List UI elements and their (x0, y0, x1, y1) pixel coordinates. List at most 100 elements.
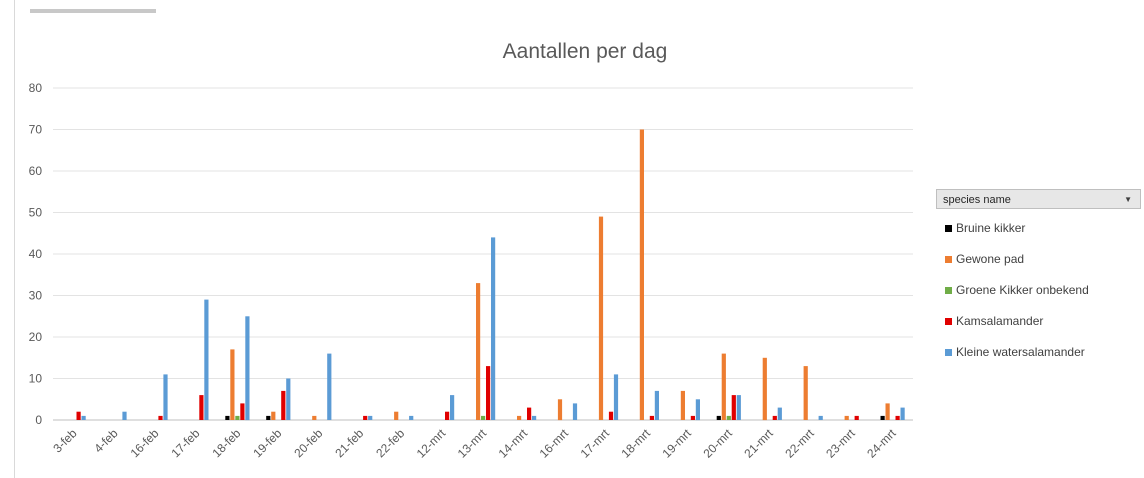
bar (76, 411, 81, 420)
bar (368, 415, 373, 420)
legend-swatch (945, 225, 952, 233)
bar (854, 415, 859, 420)
x-tick-label: 16-mrt (537, 426, 572, 461)
x-tick-label: 21-feb (332, 426, 366, 460)
legend-label: Gewone pad (956, 252, 1025, 266)
chart-title: Aantallen per dag (503, 40, 668, 63)
bar (613, 374, 619, 420)
bar (680, 390, 685, 420)
bar (517, 415, 522, 420)
x-tick-label: 18-mrt (619, 426, 654, 461)
legend-item: Bruine kikker (936, 209, 1141, 240)
bar (803, 366, 808, 420)
x-tick-label: 17-mrt (578, 426, 613, 461)
bar (736, 395, 741, 420)
y-tick-label: 80 (29, 81, 43, 95)
legend-label: Groene Kikker onbekend (956, 283, 1089, 297)
bar (772, 415, 777, 420)
bar (158, 415, 163, 420)
bar (818, 415, 823, 420)
bar (230, 349, 235, 420)
legend-item: Kamsalamander (936, 302, 1141, 333)
bar (450, 395, 455, 420)
y-tick-label: 20 (29, 330, 43, 344)
x-tick-label: 24-mrt (864, 426, 899, 461)
bar (199, 395, 204, 420)
y-axis-ticks: 0 10 20 30 40 50 60 70 80 (29, 81, 43, 427)
legend-swatch (945, 318, 952, 326)
frame-top-line (30, 9, 156, 13)
bars (76, 129, 905, 421)
bar (271, 411, 276, 420)
bar (527, 407, 532, 420)
bar (445, 411, 450, 420)
bar (266, 415, 271, 420)
bar (225, 415, 230, 420)
x-tick-label: 12-mrt (414, 426, 449, 461)
bar (895, 415, 900, 420)
bar (900, 407, 905, 420)
gridlines (53, 87, 913, 421)
bar (572, 403, 578, 420)
y-tick-label: 30 (29, 289, 43, 303)
bar (245, 316, 250, 421)
bar (762, 357, 767, 421)
bar (312, 415, 317, 420)
dropdown-arrow-icon[interactable]: ▼ (1124, 195, 1132, 204)
legend-label: Bruine kikker (956, 221, 1026, 235)
bar (654, 390, 659, 420)
bar (491, 237, 496, 420)
legend-title: species name (943, 194, 1011, 206)
legend-label: Kamsalamander (956, 314, 1044, 328)
bar (486, 366, 491, 420)
bar (481, 415, 486, 420)
x-axis-ticks: 3-feb 4-feb 16-feb 17-feb 18-feb 19-feb 20-feb… (50, 426, 899, 461)
y-tick-label: 70 (29, 123, 43, 137)
x-tick-label: 16-feb (128, 426, 162, 460)
y-tick-label: 10 (29, 372, 43, 386)
bar (844, 415, 849, 420)
bar (557, 399, 563, 421)
y-tick-label: 50 (29, 206, 43, 220)
x-tick-label: 21-mrt (741, 426, 776, 461)
x-tick-label: 19-mrt (659, 426, 694, 461)
bar (281, 390, 286, 420)
legend-filter-button[interactable]: species name ▼ (936, 189, 1141, 209)
x-tick-label: 23-mrt (823, 426, 858, 461)
bar (363, 415, 368, 420)
legend-swatch (945, 256, 952, 264)
x-tick-label: 17-feb (168, 426, 202, 460)
legend-item: Groene Kikker onbekend (936, 271, 1141, 302)
bar (726, 415, 731, 420)
bar (721, 353, 726, 420)
bar (240, 403, 245, 420)
y-tick-label: 0 (35, 413, 42, 427)
legend-item: Gewone pad (936, 240, 1141, 271)
bar (204, 299, 209, 420)
bar (777, 407, 782, 420)
bar (639, 129, 644, 420)
legend-swatch (945, 287, 952, 295)
bar (327, 353, 332, 420)
bar (598, 216, 604, 420)
x-tick-label: 13-mrt (455, 426, 490, 461)
x-tick-label: 18-feb (209, 426, 243, 460)
bar (235, 415, 240, 420)
x-tick-label: 22-feb (373, 426, 407, 460)
x-tick-label: 20-mrt (700, 426, 735, 461)
y-tick-label: 40 (29, 247, 43, 261)
bar (649, 415, 654, 420)
x-tick-label: 22-mrt (782, 426, 817, 461)
bar (690, 415, 695, 420)
bar (532, 415, 537, 420)
bar (163, 374, 168, 420)
y-tick-label: 60 (29, 164, 43, 178)
bar (394, 411, 399, 420)
legend-label: Kleine watersalamander (956, 345, 1085, 359)
bar (716, 415, 721, 420)
bar (880, 415, 885, 420)
bar (409, 415, 414, 420)
x-tick-label: 19-feb (250, 426, 284, 460)
bar (286, 378, 291, 420)
bar (608, 411, 614, 420)
